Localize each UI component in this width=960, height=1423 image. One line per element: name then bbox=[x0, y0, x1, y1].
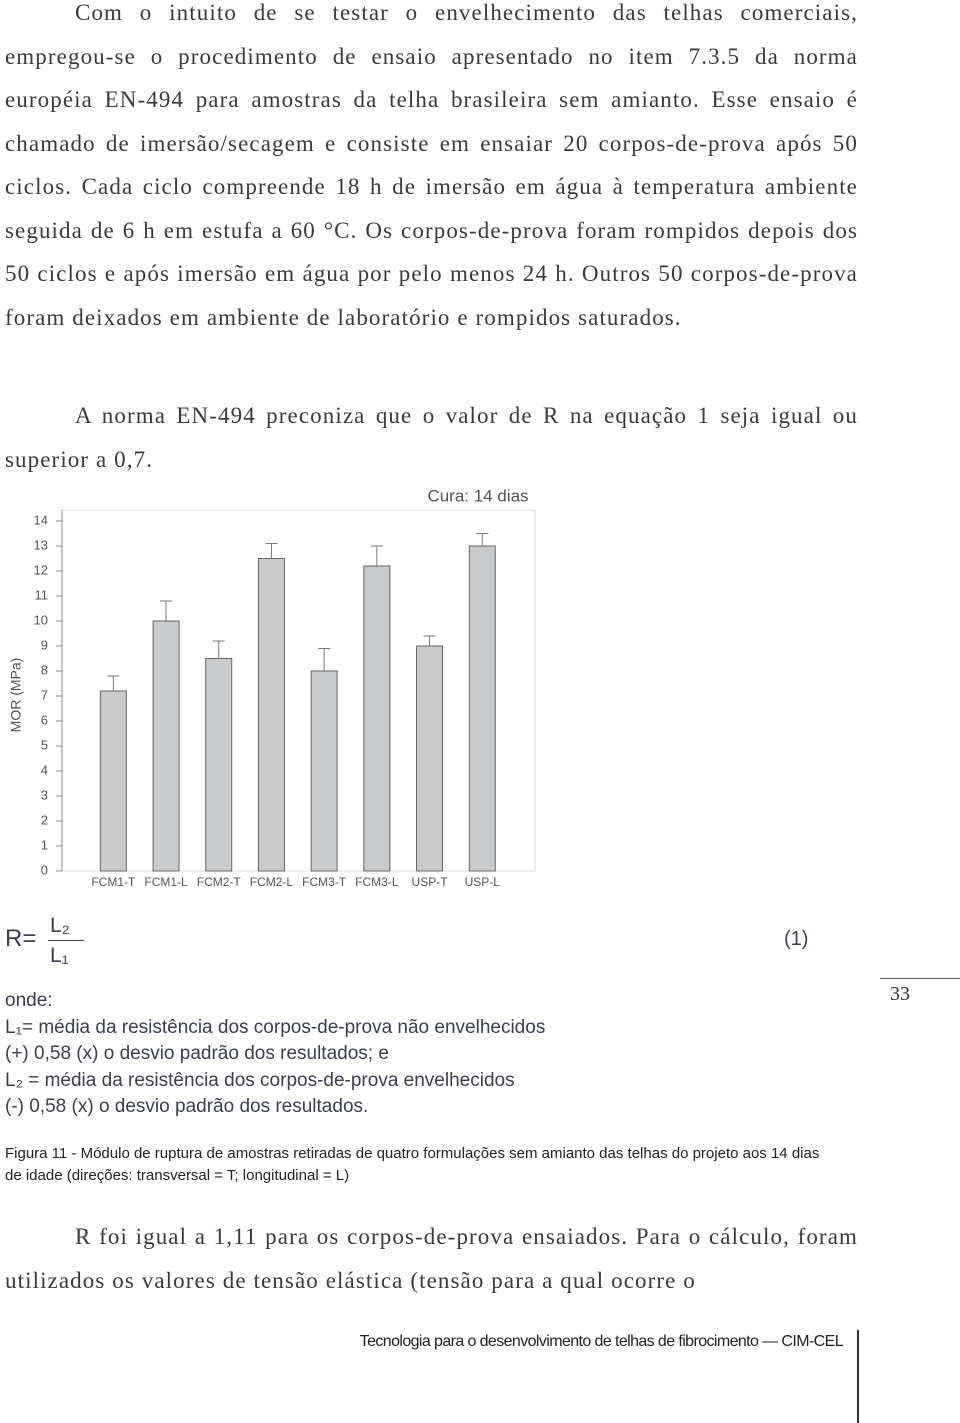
x-tick-label: FCM2-L bbox=[250, 875, 294, 889]
y-tick-label: 10 bbox=[34, 612, 48, 627]
y-tick-label: 11 bbox=[35, 587, 49, 602]
legend-line: (+) 0,58 (x) o desvio padrão dos resulta… bbox=[5, 1043, 389, 1064]
y-axis-label: MOR (MPa) bbox=[8, 658, 24, 733]
bar bbox=[310, 670, 338, 872]
paragraph: Com o intuito de se testar o envelhecime… bbox=[5, 0, 858, 330]
x-tick-label: FCM1-L bbox=[144, 875, 188, 889]
bar bbox=[152, 620, 180, 872]
plot-frame bbox=[61, 509, 536, 872]
legend-line: (-) 0,58 (x) o desvio padrão dos resulta… bbox=[5, 1096, 369, 1117]
y-tick-label: 12 bbox=[34, 562, 48, 577]
x-tick-label: FCM1-T bbox=[91, 875, 136, 889]
fraction-bar bbox=[48, 940, 84, 941]
bar bbox=[257, 558, 285, 872]
y-tick-label: 13 bbox=[34, 537, 48, 552]
y-tick-label: 1 bbox=[41, 837, 48, 852]
paragraph: R foi igual a 1,11 para os corpos-de-pro… bbox=[5, 1224, 858, 1293]
legend-line: L₁= média da resistência dos corpos-de-p… bbox=[5, 1016, 546, 1038]
y-tick-label: 9 bbox=[41, 637, 48, 652]
bar bbox=[363, 565, 391, 872]
bar bbox=[416, 645, 444, 872]
legend-line: onde: bbox=[5, 990, 53, 1011]
y-tick-label: 2 bbox=[41, 812, 48, 827]
page-number: 33 bbox=[890, 983, 910, 1005]
x-tick-label: USP-T bbox=[412, 875, 449, 889]
page-number-rule bbox=[880, 978, 960, 979]
footer: Tecnologia para o desenvolvimento de tel… bbox=[359, 1333, 844, 1350]
x-tick-label: FCM3-T bbox=[302, 875, 347, 889]
x-tick-label: USP-L bbox=[465, 875, 501, 889]
y-tick-label: 14 bbox=[34, 512, 48, 527]
x-tick-label: FCM3-L bbox=[355, 875, 399, 889]
y-tick-label: 6 bbox=[41, 712, 48, 727]
x-tick-label: FCM2-T bbox=[197, 875, 242, 889]
chart: Cura: 14 dias MOR (MPa) 0123456789101112… bbox=[8, 486, 536, 889]
figure-caption: Figura 11 - Módulo de ruptura de amostra… bbox=[5, 1145, 820, 1184]
y-tick-label: 7 bbox=[41, 687, 48, 702]
y-tick-label: 5 bbox=[41, 737, 48, 752]
footer-rule bbox=[857, 1330, 859, 1423]
y-tick-label: 3 bbox=[41, 787, 48, 802]
equation-denominator: L₁ bbox=[50, 944, 69, 967]
equation-numerator: L₂ bbox=[50, 914, 70, 937]
legend-line: L₂ = média da resistência dos corpos-de-… bbox=[5, 1069, 515, 1091]
y-tick-label: 4 bbox=[41, 762, 48, 777]
bar bbox=[205, 658, 233, 872]
y-tick-label: 8 bbox=[41, 662, 48, 677]
chart-title: Cura: 14 dias bbox=[427, 486, 528, 505]
legend: onde: L₁= média da resistência dos corpo… bbox=[5, 988, 545, 1121]
y-tick-label: 0 bbox=[41, 862, 48, 877]
equation-number: (1) bbox=[784, 928, 809, 950]
bar bbox=[99, 690, 127, 872]
equation-lhs: R= bbox=[5, 925, 37, 952]
paragraph: A norma EN-494 preconiza que o valor de … bbox=[5, 403, 858, 472]
bar bbox=[468, 545, 496, 872]
